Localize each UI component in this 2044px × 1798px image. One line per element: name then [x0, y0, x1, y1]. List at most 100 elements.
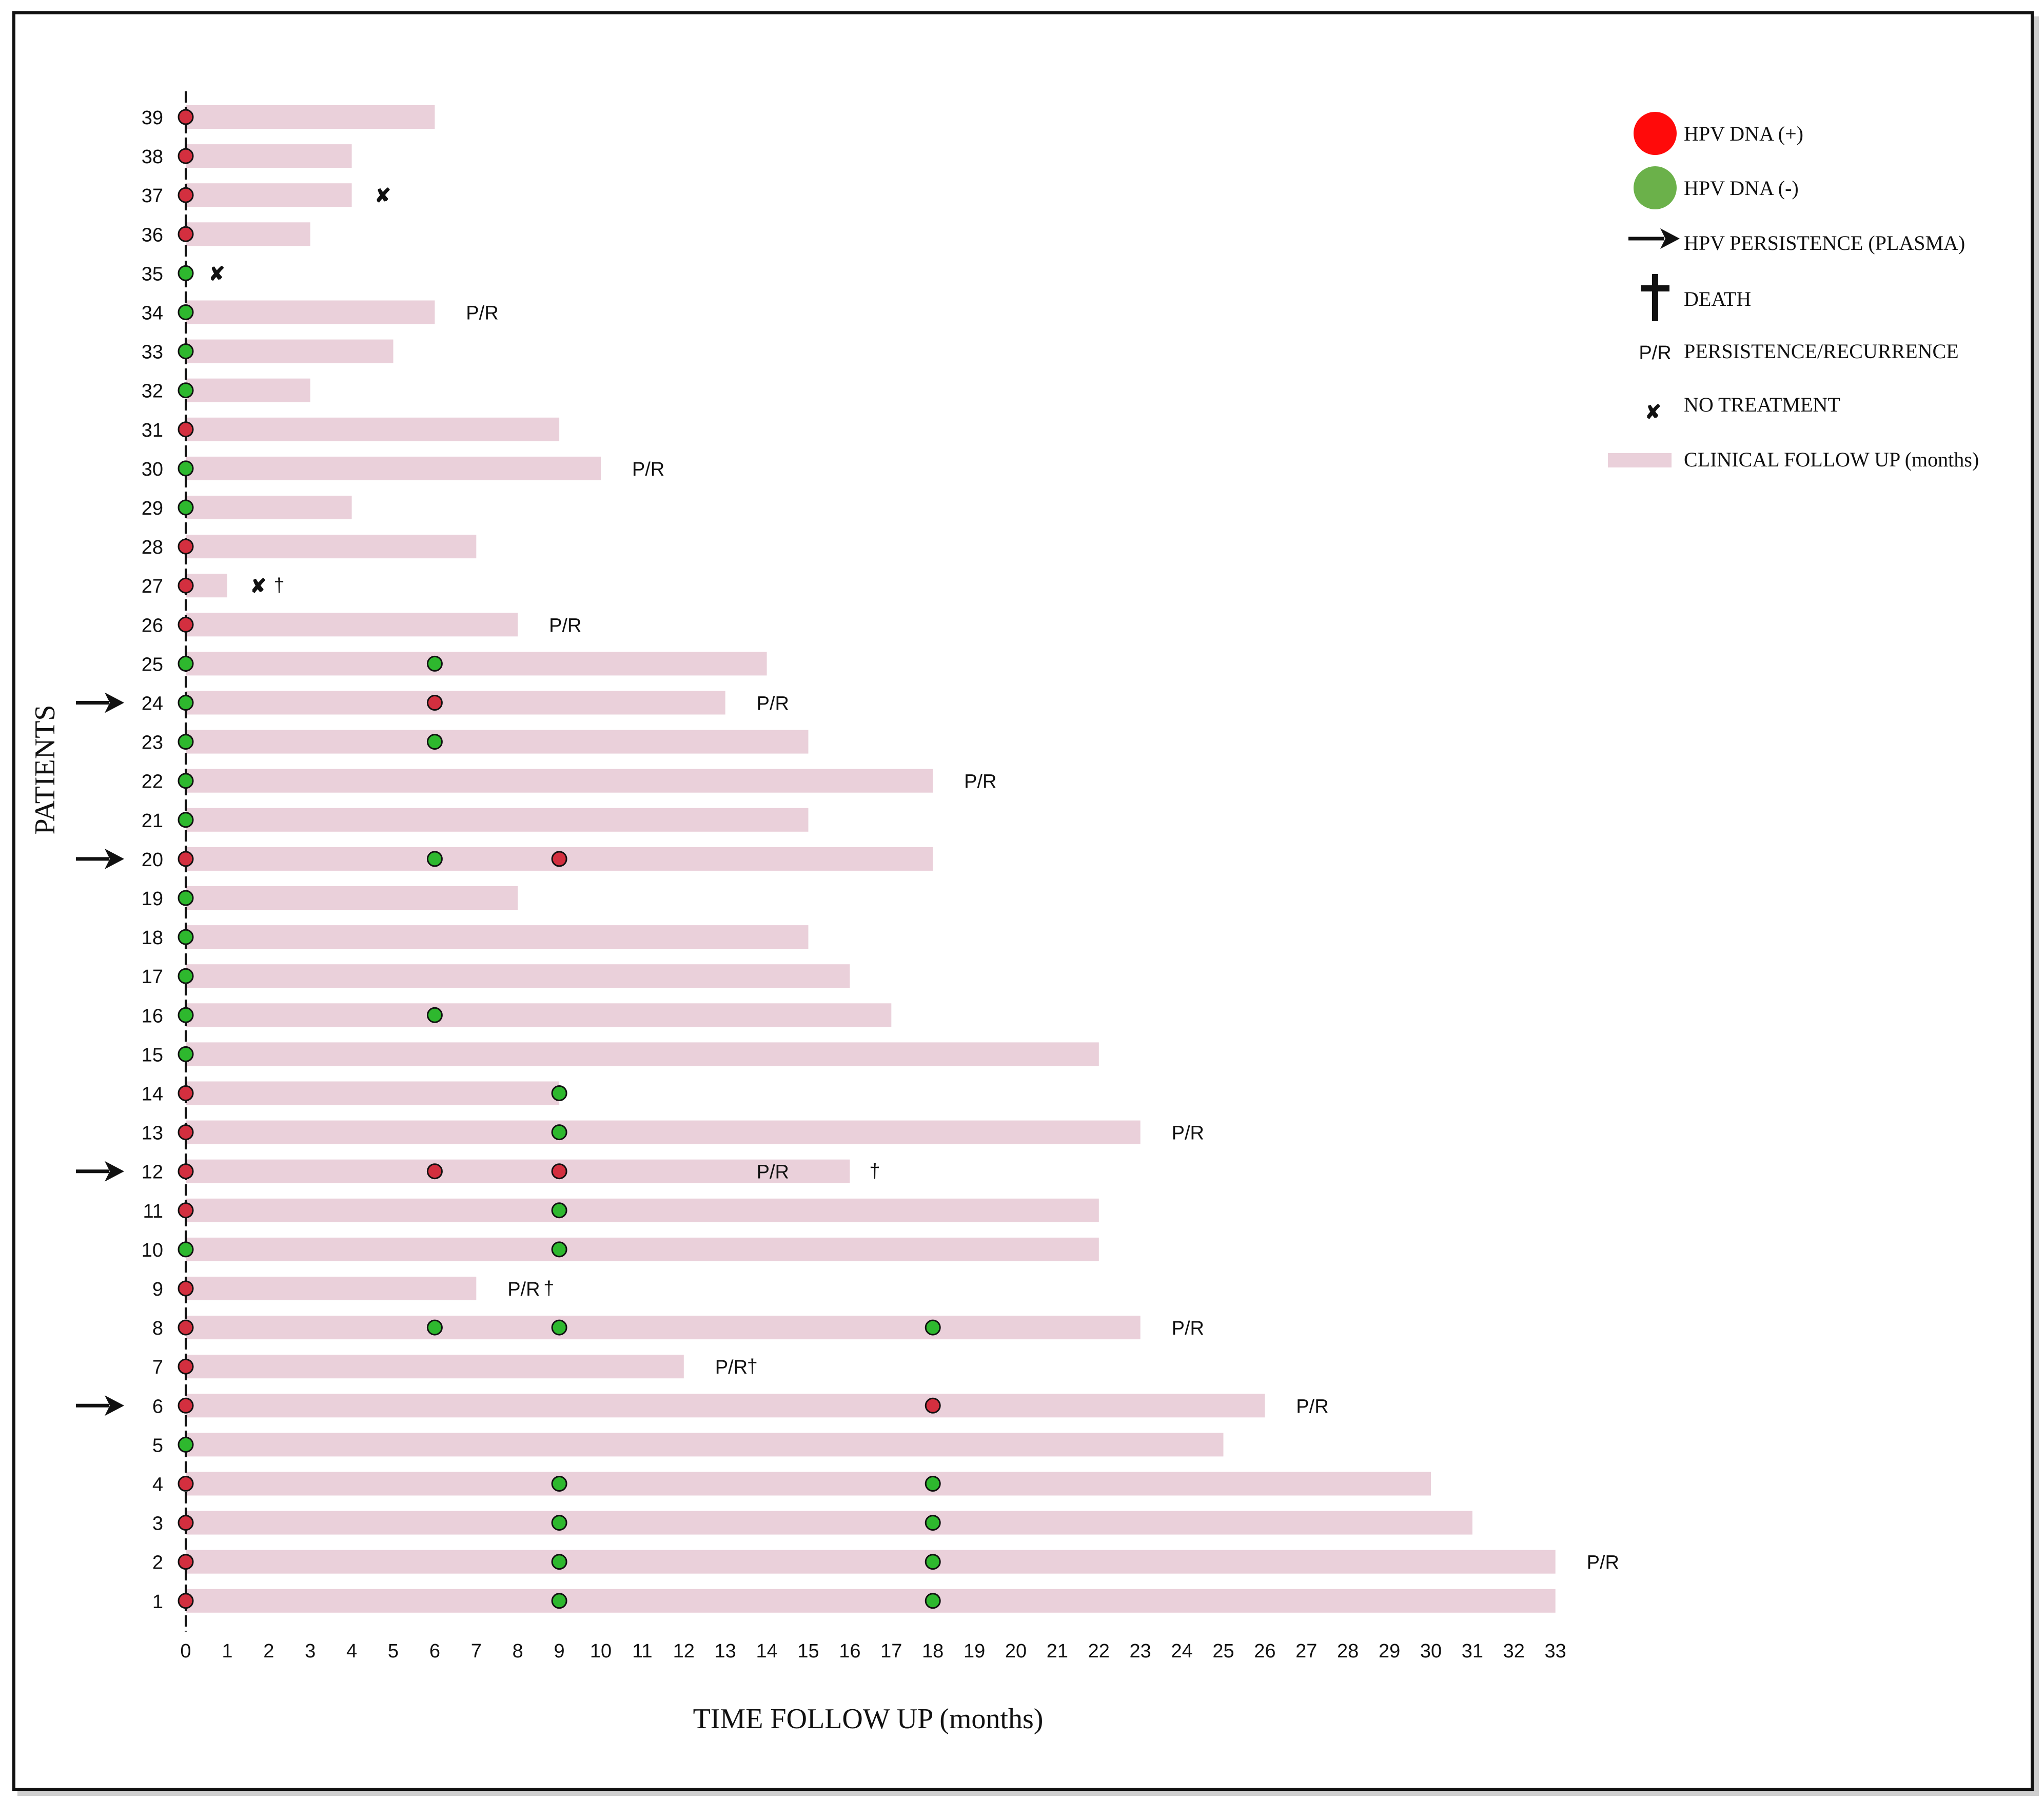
- x-tick-label: 17: [880, 1640, 902, 1662]
- patient-label-19: 19: [142, 888, 163, 910]
- legend-item-neg: HPV DNA (-): [1634, 166, 1799, 209]
- legend-no-treatment-icon: ✘: [1645, 402, 1661, 423]
- hpv-dna-negative-dot: [178, 734, 194, 750]
- x-axis-ticks: 0 1 2 3 4 5 6 7 8 9 10 11 12 13 14 15 16 17 18 19 20 21 22 23 24…: [180, 1640, 1566, 1662]
- pr-label-22: P/R: [964, 771, 996, 793]
- x-tick-label: 32: [1503, 1640, 1525, 1662]
- legend: HPV DNA (+) HPV DNA (-) HPV PERSISTENCE (P…: [1608, 112, 1979, 471]
- hpv-dna-negative-dot: [178, 304, 194, 320]
- x-tick-label: 26: [1254, 1640, 1275, 1662]
- follow-up-bar-3: [186, 1511, 1472, 1535]
- hpv-dna-positive-dot: [178, 187, 194, 203]
- follow-up-bar-23: [186, 730, 809, 754]
- hpv-dna-negative-dot: [178, 1436, 194, 1453]
- patient-label-21: 21: [142, 810, 163, 832]
- legend-label-neg: HPV DNA (-): [1684, 177, 1799, 200]
- hpv-dna-negative-dot: [178, 1241, 194, 1258]
- patient-label-5: 5: [152, 1435, 163, 1456]
- follow-up-bar-25: [186, 652, 767, 676]
- hpv-dna-negative-dot: [178, 812, 194, 828]
- hpv-dna-negative-dot: [551, 1241, 567, 1258]
- patient-label-3: 3: [152, 1513, 163, 1535]
- hpv-dna-negative-dot: [178, 655, 194, 672]
- x-tick-label: 18: [922, 1640, 944, 1662]
- follow-up-bar-6: [186, 1394, 1265, 1418]
- x-tick-label: 9: [554, 1640, 565, 1662]
- x-tick-label: 15: [797, 1640, 819, 1662]
- patient-label-12: 12: [142, 1162, 163, 1183]
- x-tick-label: 12: [673, 1640, 695, 1662]
- hpv-dna-negative-dot: [178, 968, 194, 984]
- follow-up-bar-39: [186, 105, 435, 129]
- follow-up-bar-7: [186, 1355, 684, 1379]
- follow-up-bar-37: [186, 183, 352, 207]
- x-tick-label: 24: [1171, 1640, 1192, 1662]
- legend-pr-symbol: P/R: [1639, 342, 1671, 364]
- patient-label-1: 1: [152, 1591, 163, 1613]
- hpv-dna-positive-dot: [178, 1515, 194, 1531]
- patient-label-27: 27: [142, 576, 163, 597]
- legend-arrow-icon: [1628, 228, 1680, 249]
- x-tick-label: 30: [1420, 1640, 1442, 1662]
- pr-label-30: P/R: [632, 459, 664, 480]
- markers-layer: ✘✘P/RP/R†✘P/RP/RP/RP/RP/R †P/R †P/RP/R†P/R…: [76, 109, 1619, 1609]
- follow-up-bar-5: [186, 1433, 1224, 1457]
- legend-label-death: DEATH: [1684, 287, 1751, 310]
- hpv-dna-positive-dot: [178, 1397, 194, 1414]
- legend-pos-swatch: [1634, 112, 1677, 155]
- x-tick-label: 23: [1130, 1640, 1151, 1662]
- hpv-dna-positive-dot: [178, 577, 194, 594]
- follow-up-bar-31: [186, 417, 560, 441]
- follow-up-bar-16: [186, 1003, 892, 1027]
- follow-up-bar-28: [186, 535, 477, 559]
- patient-label-34: 34: [142, 303, 163, 324]
- patient-label-30: 30: [142, 459, 163, 480]
- hpv-dna-positive-dot: [178, 1163, 194, 1180]
- follow-up-bar-33: [186, 339, 394, 363]
- hpv-dna-negative-dot: [551, 1124, 567, 1141]
- follow-up-bar-11: [186, 1198, 1099, 1222]
- patient-label-11: 11: [143, 1201, 163, 1222]
- hpv-dna-negative-dot: [551, 1085, 567, 1101]
- hpv-dna-negative-dot: [426, 851, 443, 867]
- legend-label-arrow: HPV PERSISTENCE (PLASMA): [1684, 231, 1965, 255]
- patient-label-9: 9: [152, 1279, 163, 1300]
- patient-label-17: 17: [142, 966, 163, 988]
- patient-label-2: 2: [152, 1552, 163, 1574]
- patient-label-22: 22: [142, 771, 163, 793]
- hpv-dna-negative-dot: [178, 929, 194, 945]
- follow-up-bar-30: [186, 456, 601, 480]
- pr-label-7: P/R: [715, 1357, 748, 1378]
- hpv-dna-positive-dot: [178, 1202, 194, 1219]
- follow-up-bar-15: [186, 1042, 1099, 1066]
- hpv-dna-positive-dot: [178, 1554, 194, 1570]
- follow-up-bar-8: [186, 1316, 1141, 1340]
- follow-up-bar-24: [186, 691, 725, 715]
- x-tick-label: 33: [1545, 1640, 1566, 1662]
- x-tick-label: 13: [715, 1640, 736, 1662]
- death-icon: †: [543, 1278, 554, 1299]
- hpv-dna-positive-dot: [178, 1124, 194, 1141]
- patient-label-28: 28: [142, 537, 163, 558]
- x-tick-label: 0: [180, 1640, 191, 1662]
- legend-death-icon-bar: [1641, 285, 1669, 291]
- persistence-arrow-24-head: [105, 692, 124, 713]
- hpv-dna-positive-dot: [178, 616, 194, 633]
- pr-label-12: P/R: [757, 1162, 789, 1183]
- pr-label-24: P/R: [757, 693, 789, 715]
- follow-up-bar-9: [186, 1277, 477, 1300]
- follow-up-bar-38: [186, 144, 352, 168]
- patient-label-16: 16: [142, 1005, 163, 1027]
- hpv-dna-positive-dot: [925, 1397, 941, 1414]
- death-icon: †: [869, 1161, 880, 1182]
- patient-label-15: 15: [142, 1044, 163, 1066]
- x-tick-label: 22: [1088, 1640, 1110, 1662]
- patient-label-35: 35: [142, 263, 163, 285]
- persistence-arrow-24: [76, 692, 124, 713]
- no-treatment-icon: ✘: [209, 263, 225, 285]
- follow-up-bar-13: [186, 1120, 1141, 1144]
- follow-up-bar-4: [186, 1472, 1431, 1496]
- patient-label-26: 26: [142, 615, 163, 636]
- x-tick-label: 19: [964, 1640, 985, 1662]
- pr-label-13: P/R: [1172, 1123, 1204, 1144]
